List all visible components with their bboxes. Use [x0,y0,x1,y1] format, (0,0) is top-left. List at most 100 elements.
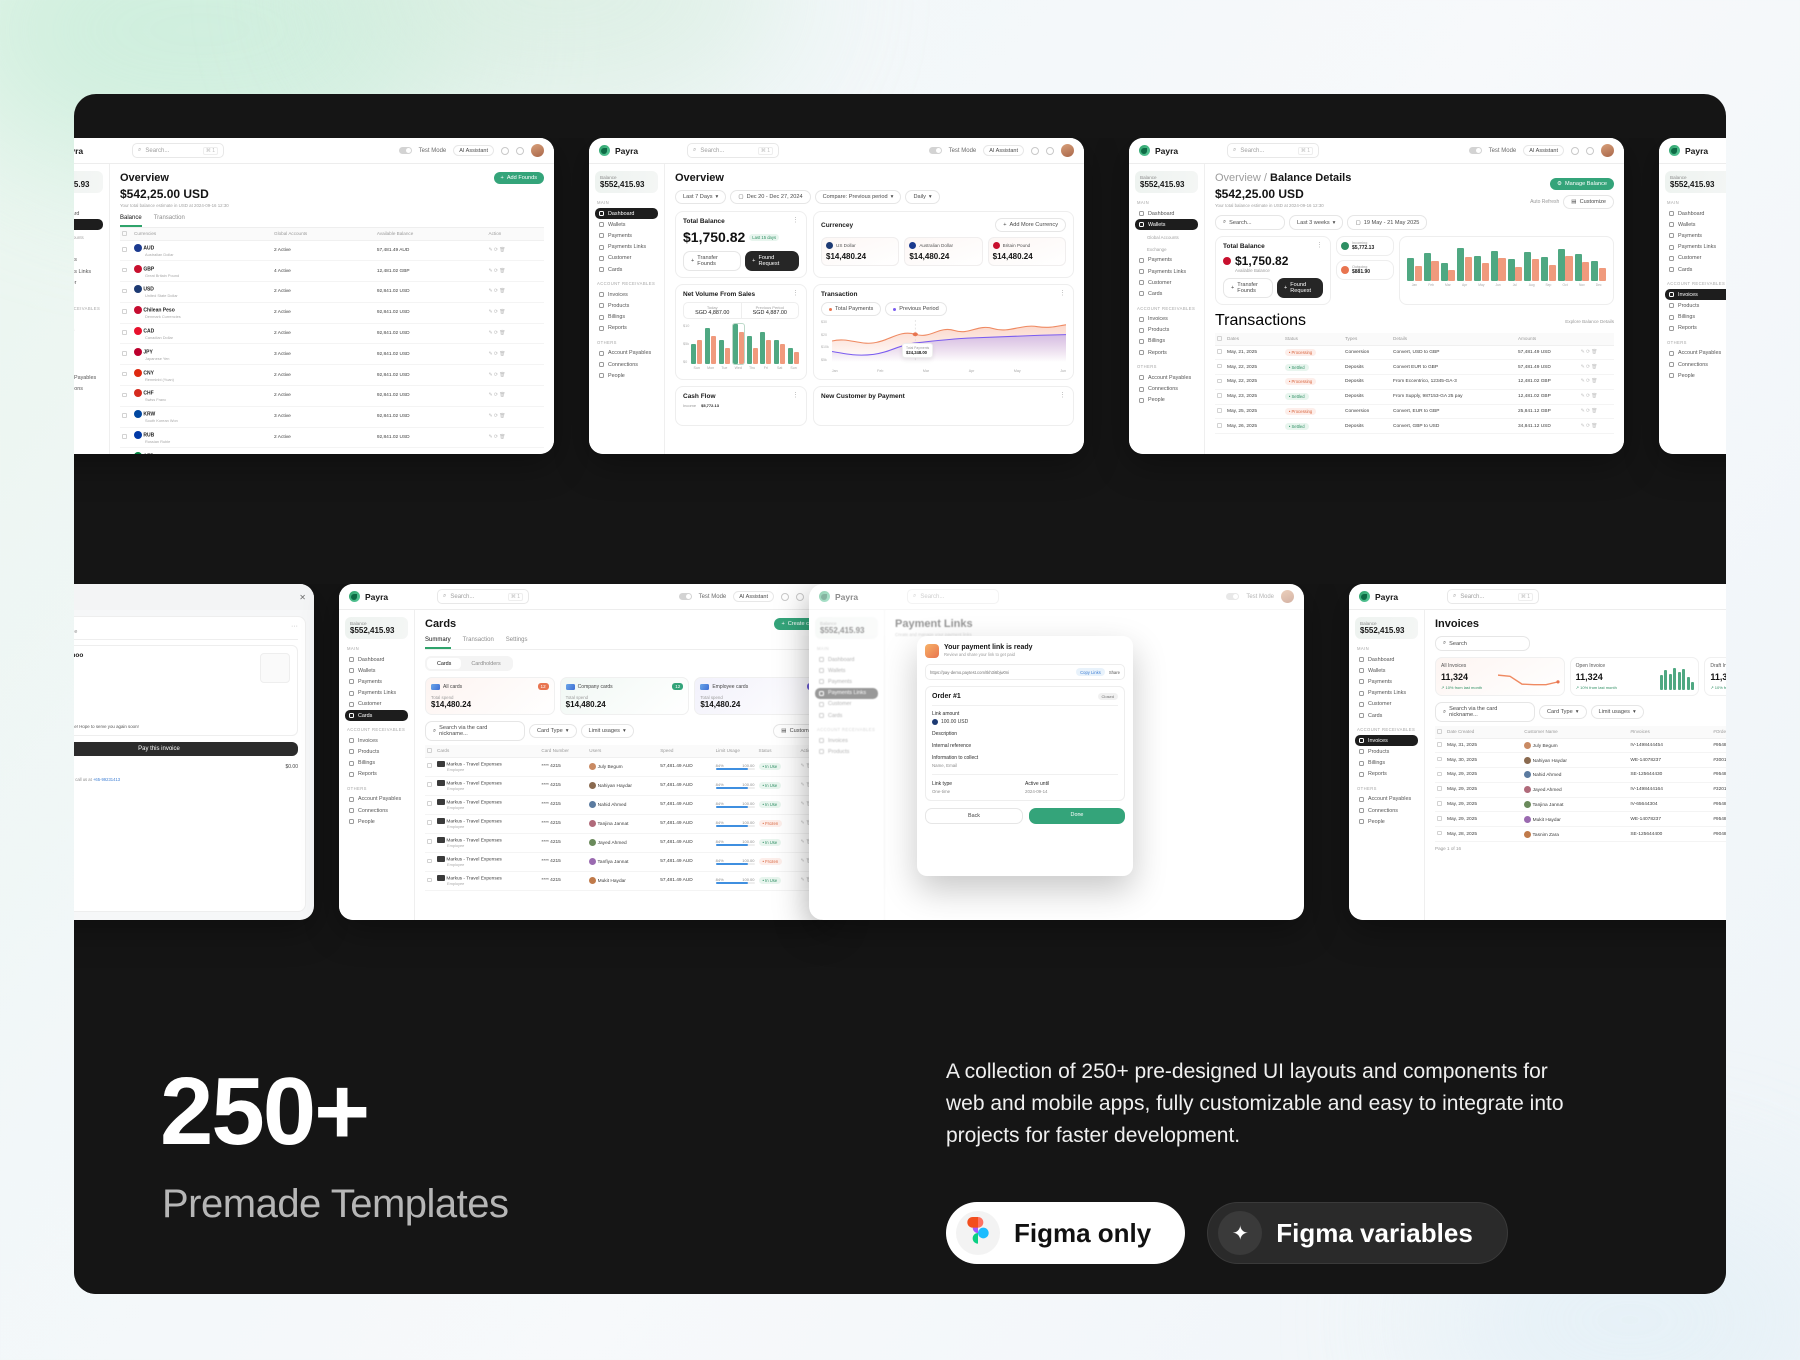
row-checkbox[interactable] [427,858,432,863]
sidebar-item-reports[interactable]: Reports [1135,347,1198,358]
row-checkbox[interactable] [1437,816,1442,821]
avatar[interactable] [1061,144,1074,157]
row-checkbox[interactable] [1437,756,1442,762]
row-checkbox[interactable] [122,351,127,356]
sidebar-item-customer[interactable]: Customer [1355,699,1418,710]
transfer-founds-button[interactable]: + Transfer Founds [683,251,742,271]
row-checkbox[interactable] [427,801,432,806]
sidebar-item-connections[interactable]: Connections [1355,805,1418,816]
date-range[interactable]: ▢ 19 May - 21 May 2025 [1347,215,1428,230]
payment-link-url[interactable]: https://pay-demo.paytest.com/tkh3i6bjw0n… [930,669,1010,675]
sidebar-item-wallets[interactable]: Wallets [595,219,658,230]
table-row[interactable]: GBP Great Britain Pound 4 Active 12,481.02 … [120,260,544,283]
filter-compare[interactable]: Compare: Previous period ▾ [814,190,902,204]
sidebar-item-dashboard[interactable]: Dashboard [1135,208,1198,219]
sidebar-item-payments-links[interactable]: Payments Links [595,242,658,253]
sidebar-item-products[interactable]: Products [1135,325,1198,336]
currency-tile[interactable]: US Dollar $14,480.24 [821,237,900,266]
sidebar-item-customer[interactable]: Customer [815,699,878,710]
sidebar-item-account-payables[interactable]: Account Payables [1135,372,1198,383]
row-checkbox[interactable] [122,413,127,418]
app-window-invoices[interactable]: Payra ⌕ Search... ⌘ 1 Balance $552,415.9… [1349,584,1726,920]
table-row[interactable]: May, 26, 2025 • Settled Deposits Convert, G… [1215,418,1614,435]
select-all-checkbox[interactable] [122,231,127,236]
sidebar-item-people[interactable]: People [1135,395,1198,406]
tab-balance[interactable]: Balance [120,215,142,227]
table-row[interactable]: CNY Renminbi (Yuan) 2 Active 92,841.02 USD ✎… [120,364,544,386]
ai-assistant-button[interactable]: AI Assistant [983,145,1024,156]
card-menu-icon[interactable]: ⋮ [792,290,799,297]
range-select[interactable]: Last 3 weeks ▾ [1289,215,1344,230]
found-request-button[interactable]: + Found Request [745,251,799,271]
select-all-checkbox[interactable] [1437,729,1442,734]
row-checkbox[interactable] [1217,423,1222,428]
sidebar-item-payments-links[interactable]: Payments Links [1135,266,1198,277]
currency-tile[interactable]: Britain Pound $14,480.24 [987,237,1066,266]
sidebar-item-dashboard[interactable]: Dashboard [595,208,658,220]
action-cell[interactable]: ✎ ⟳ 🗑 [486,323,544,345]
sidebar-item-billings[interactable]: Billings [1665,312,1726,323]
filter-granularity[interactable]: Daily ▾ [905,190,940,204]
sidebar-item-customer[interactable]: Customer [345,699,408,710]
sidebar-item-payments-links[interactable]: Payments Links [815,687,878,699]
row-checkbox[interactable] [1217,349,1222,354]
app-window-payment-links[interactable]: Payra ⌕ Search... Test Mode Balance $552… [809,584,1304,920]
table-row[interactable]: Markus - Travel Expenses Employee **** 421… [425,776,824,796]
row-checkbox[interactable] [427,782,432,787]
sidebar-item-payments[interactable]: Payments [1135,255,1198,266]
sidebar-item-exchange[interactable]: Exchange [1147,247,1167,253]
action-cell[interactable]: ✎ ⟳ 🗑 [486,406,544,428]
bell-icon[interactable] [1046,146,1054,155]
search-input[interactable]: ⌕ Search... ⌘ 1 [132,143,224,158]
table-row[interactable]: AUD Australian Dollar 2 Active 57,481.49 AU… [120,240,544,262]
test-mode-toggle[interactable] [678,593,692,600]
sidebar-item-people[interactable]: People [1355,816,1418,827]
sidebar-item-wallets[interactable]: Wallets [1355,665,1418,676]
action-cell[interactable]: ✎ ⟳ 🗑 [486,240,544,262]
row-checkbox[interactable] [1437,786,1442,791]
invoices-search2-input[interactable]: ⌕ Search via the card nickname... [1435,702,1535,722]
explore-link[interactable]: Explore Balance Details [1565,318,1614,324]
sidebar-item-cards[interactable]: Cards [815,710,878,721]
sidebar-item-customer[interactable]: Customer [74,277,103,288]
sidebar-item-invoices[interactable]: Invoices [595,289,658,300]
sidebar-item-invoices[interactable]: Invoices [345,735,408,746]
sidebar-item-billings[interactable]: Billings [74,336,103,347]
filter-limit-usage[interactable]: Limit usages ▾ [580,724,634,738]
sidebar-item-people[interactable]: People [74,395,103,406]
sidebar-item-cards[interactable]: Cards [74,288,103,299]
sidebar-item-global-accounts[interactable]: Global Accounts [74,234,84,240]
table-row[interactable]: Markus - Travel Expenses Employee **** 421… [425,871,824,891]
search-input[interactable]: ⌕ Search... [1215,215,1285,230]
card-menu-icon[interactable]: ··· [291,623,298,630]
action-cell[interactable]: ✎ ⟳ 🗑 [486,427,544,449]
invoice-stat-tile[interactable]: All Invoices 11,324 ↗ 10% from last month [1435,657,1565,696]
table-row[interactable]: Markus - Travel Expenses Employee **** 421… [425,833,824,853]
transfer-founds-button[interactable]: + Transfer Founds [1223,278,1273,298]
row-checkbox[interactable] [427,877,432,883]
sidebar-item-products[interactable]: Products [1355,746,1418,757]
action-cell[interactable]: ✎ ⟳ 🗑 [1578,404,1614,420]
app-window-invoice-payment[interactable]: ✕ ··· Payment Page from Danish Khoo .com… [74,584,314,920]
table-row[interactable]: Markus - Travel Expenses Employee **** 421… [425,757,824,777]
action-cell[interactable]: ✎ ⟳ 🗑 [486,302,544,324]
tab-transaction[interactable]: Transaction [153,215,185,221]
sidebar-item-wallets[interactable]: Wallets [345,665,408,676]
action-cell[interactable]: ✎ ⟳ 🗑 [1578,389,1614,405]
row-checkbox[interactable] [122,247,127,252]
table-row[interactable]: CAD Canadian Dollar 2 Active 92,841.02 USD ✎… [120,323,544,345]
table-row[interactable]: USD United State Dollar 2 Active 92,841.02 … [120,281,544,303]
segment-cardholders[interactable]: Cardholders [471,660,501,667]
action-cell[interactable]: ✎ ⟳ 🗑 [486,260,544,283]
figma-variables-button[interactable]: ✦ Figma variables [1207,1202,1508,1264]
sidebar-item-cards[interactable]: Cards [345,709,408,722]
table-row[interactable]: May, 29, 2025 Nahid Ahmed SE-125644430 #95… [1435,767,1726,783]
row-checkbox[interactable] [122,434,127,439]
search-input[interactable]: ⌕ Search... ⌘ 1 [1447,589,1539,604]
tab-settings[interactable]: Settings [505,637,528,643]
table-row[interactable]: May, 29, 2025 Jayed Ahmed IV-1498444164 #3… [1435,782,1726,798]
add-funds-button[interactable]: + Add Founds [493,172,544,184]
avatar[interactable] [1601,144,1614,157]
row-checkbox[interactable] [1217,363,1222,369]
